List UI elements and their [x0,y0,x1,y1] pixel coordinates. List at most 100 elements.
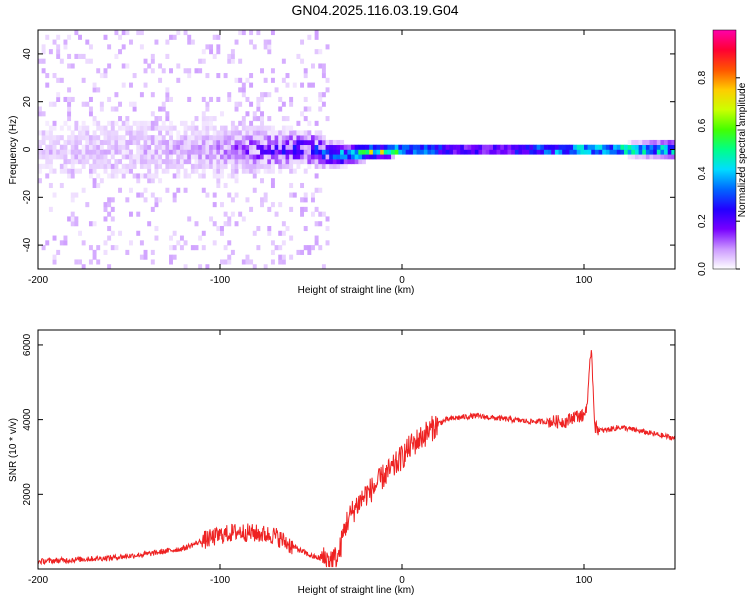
heatmap-cell [183,135,188,141]
heatmap-cell [205,154,210,160]
heatmap-cell [238,163,243,169]
heatmap-cell [303,116,308,122]
heatmap-cell [227,192,232,198]
heatmap-cell [143,144,148,150]
heatmap-cell [121,44,126,50]
heatmap-cell [452,144,457,150]
heatmap-cell [230,197,235,203]
heatmap-cell [642,154,647,160]
heatmap-cell [289,182,294,189]
heatmap-cell [223,221,228,227]
heatmap-cell [300,182,305,189]
heatmap-cell [88,245,93,251]
heatmap-cell [165,187,170,193]
heatmap-cell [56,92,61,98]
heatmap-cell [281,259,286,265]
heatmap-cell [48,130,53,136]
heatmap-cell [260,111,264,117]
heatmap-cell [263,144,268,150]
snr-x-tick-label: -100 [210,575,230,586]
heatmap-cell [114,92,119,98]
heatmap-cell [205,159,210,165]
heatmap-cell [67,168,72,174]
heatmap-cell [212,168,217,174]
heatmap-cell [270,125,275,131]
heatmap-cell [74,149,79,155]
heatmap-cell [343,159,348,165]
heatmap-cell [270,77,275,83]
heatmap-cell [307,130,312,136]
heatmap-cell [212,240,217,246]
heatmap-cell [187,216,192,222]
heatmap-cell [99,159,104,165]
heatmap-cell [70,168,75,174]
heatmap-cell [114,245,119,251]
heatmap-cell [201,230,206,236]
heatmap-cell [307,154,312,160]
heatmap-cell [423,144,428,150]
heatmap-cell [260,139,264,146]
heatmap-cell [292,82,297,88]
heatmap-cell [285,154,290,160]
heatmap-cell [365,144,370,150]
heatmap-cell [125,139,130,146]
heatmap-cell [99,178,104,184]
heatmap-cell [529,149,534,155]
heatmap-cell [107,235,112,241]
heatmap-cell [252,130,257,136]
heatmap-cell [318,154,323,160]
heatmap-cell [267,159,272,165]
heatmap-cell [238,154,243,160]
heatmap-cell [201,163,206,169]
heatmap-cell [311,149,315,155]
heatmap-cell [292,154,297,160]
heatmap-cell [638,149,643,155]
heatmap-cell [103,240,108,246]
heatmap-cell [81,144,86,150]
heatmap-cell [179,154,184,160]
heatmap-cell [380,149,385,155]
heatmap-cell [278,144,283,150]
heatmap-cell [209,120,214,126]
heatmap-cell [591,149,596,155]
heatmap-cell [212,154,217,160]
heatmap-cell [110,163,115,169]
heatmap-cell [270,139,275,146]
heatmap-cell [456,149,461,155]
heatmap-cell [165,125,170,131]
heatmap-cell [584,149,588,155]
heatmap-cell [154,225,159,232]
heatmap-cell [318,92,323,98]
heatmap-cell [602,144,607,150]
heatmap-cell [38,106,42,112]
heatmap-cell [230,125,235,131]
heatmap-cell [129,101,133,107]
heatmap-cell [260,116,264,122]
heatmap-cell [165,116,170,122]
heatmap-cell [270,259,275,265]
heatmap-cell [201,111,206,117]
heatmap-cell [241,135,246,141]
heatmap-cell [154,125,159,131]
heatmap-cell [256,149,261,155]
heatmap-cell [249,120,254,126]
heatmap-cell [260,130,264,136]
heatmap-cell [354,154,359,160]
heatmap-cell [285,125,290,131]
heatmap-cell [176,144,181,150]
heatmap-cell [234,106,239,112]
heatmap-cell [205,135,210,141]
heatmap-cell [129,130,133,136]
heatmap-cell [139,163,144,169]
heatmap-cell [249,163,254,169]
heatmap-cell [216,135,221,141]
heatmap-cell [376,154,381,160]
heatmap-cell [56,135,61,141]
heatmap-cell [274,245,279,251]
heatmap-cell [59,77,64,83]
heatmap-cell [245,197,250,203]
heatmap-cell [48,49,53,55]
heatmap-cell [569,149,574,155]
heatmap-cell [169,245,173,251]
heatmap-cell [482,149,487,155]
